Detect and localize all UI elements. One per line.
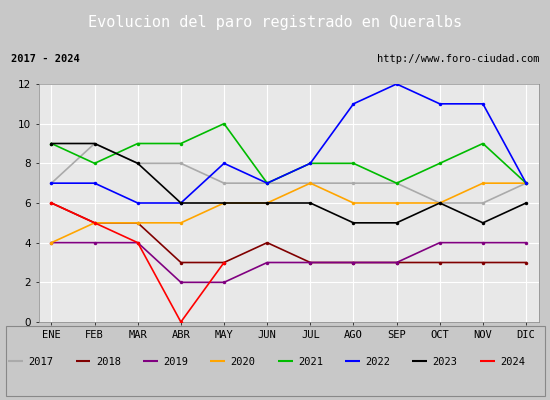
Text: http://www.foro-ciudad.com: http://www.foro-ciudad.com xyxy=(377,54,539,64)
Text: 2020: 2020 xyxy=(230,358,256,367)
Text: 2019: 2019 xyxy=(163,358,188,367)
Text: Evolucion del paro registrado en Queralbs: Evolucion del paro registrado en Queralb… xyxy=(88,14,462,30)
Text: 2017 - 2024: 2017 - 2024 xyxy=(11,54,80,64)
Text: 2018: 2018 xyxy=(96,358,121,367)
Text: 2023: 2023 xyxy=(433,358,458,367)
Text: 2021: 2021 xyxy=(298,358,323,367)
Text: 2022: 2022 xyxy=(365,358,390,367)
Text: 2024: 2024 xyxy=(500,358,525,367)
Text: 2017: 2017 xyxy=(29,358,53,367)
